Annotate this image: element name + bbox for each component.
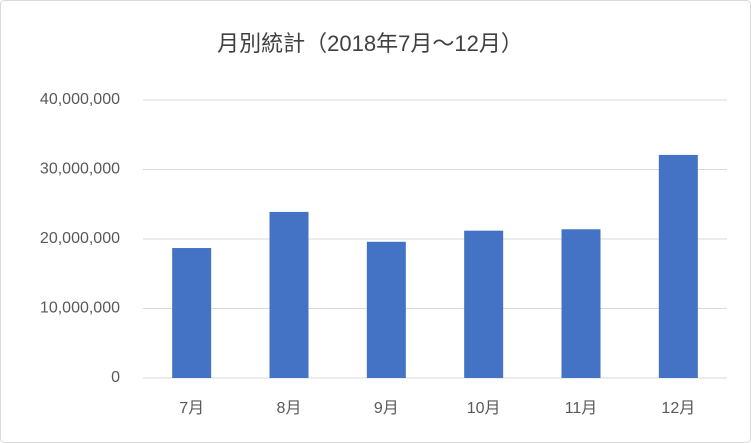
bar bbox=[561, 229, 601, 378]
y-tick-label: 0 bbox=[111, 369, 120, 386]
bar bbox=[366, 241, 406, 378]
y-tick-label: 40,000,000 bbox=[40, 91, 120, 108]
x-tick-label: 10月 bbox=[467, 400, 501, 417]
bar bbox=[172, 248, 212, 378]
x-tick-label: 8月 bbox=[277, 400, 302, 417]
chart-title: 月別統計（2018年7月～12月） bbox=[217, 31, 523, 56]
bar bbox=[658, 154, 698, 378]
y-tick-label: 10,000,000 bbox=[40, 300, 120, 317]
x-tick-label: 7月 bbox=[179, 400, 204, 417]
bar bbox=[269, 211, 309, 378]
x-tick-label: 12月 bbox=[661, 400, 695, 417]
y-tick-label: 30,000,000 bbox=[40, 161, 120, 178]
y-tick-label: 20,000,000 bbox=[40, 230, 120, 247]
bar bbox=[464, 230, 504, 378]
x-tick-label: 9月 bbox=[374, 400, 399, 417]
x-tick-label: 11月 bbox=[565, 400, 598, 417]
